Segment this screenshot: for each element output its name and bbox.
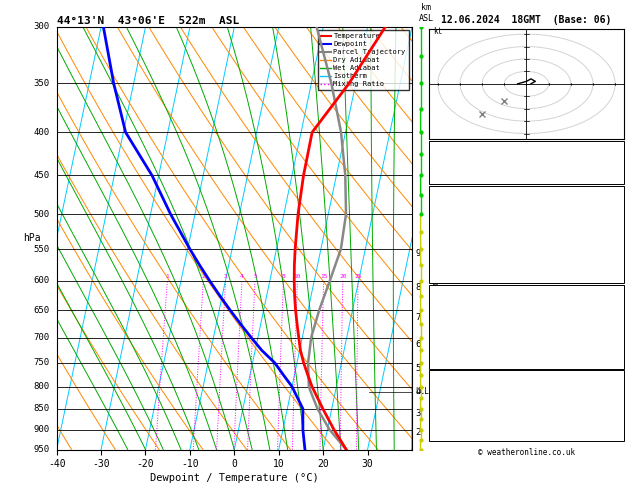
Text: 25: 25 <box>354 274 362 279</box>
Text: 3: 3 <box>616 401 621 410</box>
Text: Temp (°C): Temp (°C) <box>432 203 479 212</box>
Text: 300: 300 <box>33 22 50 31</box>
Text: 337: 337 <box>605 230 621 239</box>
Text: θᵉ (K): θᵉ (K) <box>432 316 464 325</box>
Text: CIN (J): CIN (J) <box>432 357 469 365</box>
Text: -2: -2 <box>610 244 621 253</box>
Text: Most Unstable: Most Unstable <box>493 289 560 297</box>
Text: 5: 5 <box>253 274 257 279</box>
Text: 350: 350 <box>33 79 50 88</box>
Text: 950: 950 <box>33 445 50 454</box>
Text: hPa: hPa <box>23 233 40 243</box>
Text: Totals Totals: Totals Totals <box>432 158 501 167</box>
Text: StmSpd (kt): StmSpd (kt) <box>432 429 490 437</box>
Text: 550: 550 <box>33 244 50 254</box>
X-axis label: Dewpoint / Temperature (°C): Dewpoint / Temperature (°C) <box>150 473 319 484</box>
Text: km
ASL: km ASL <box>419 3 434 22</box>
Text: 400: 400 <box>33 128 50 137</box>
Text: 161°: 161° <box>600 415 621 424</box>
Text: K: K <box>432 145 437 154</box>
Text: kt: kt <box>433 27 443 36</box>
Text: StmDir: StmDir <box>432 415 464 424</box>
Text: Surface: Surface <box>508 190 545 198</box>
Text: 3: 3 <box>416 409 421 417</box>
Text: 8: 8 <box>282 274 286 279</box>
Text: 3.13: 3.13 <box>600 172 621 181</box>
Text: PW (cm): PW (cm) <box>432 172 469 181</box>
Text: 650: 650 <box>33 306 50 315</box>
Text: 5: 5 <box>616 429 621 437</box>
Text: 5: 5 <box>416 364 421 373</box>
Text: SREH: SREH <box>432 401 453 410</box>
Text: 20: 20 <box>339 274 347 279</box>
Text: LCL: LCL <box>416 387 430 397</box>
Text: 541: 541 <box>605 258 621 266</box>
Text: 32: 32 <box>610 145 621 154</box>
Text: Pressure (mb): Pressure (mb) <box>432 302 501 311</box>
Text: 12.06.2024  18GMT  (Base: 06): 12.06.2024 18GMT (Base: 06) <box>442 15 611 25</box>
Text: 800: 800 <box>33 382 50 391</box>
Text: EH: EH <box>432 388 443 397</box>
Text: © weatheronline.co.uk: © weatheronline.co.uk <box>478 448 575 457</box>
Text: 4: 4 <box>416 387 421 397</box>
Text: CAPE (J): CAPE (J) <box>432 343 474 352</box>
Text: 2: 2 <box>201 274 205 279</box>
Text: 10: 10 <box>294 274 301 279</box>
Text: 15.9: 15.9 <box>600 217 621 226</box>
Text: 4: 4 <box>240 274 244 279</box>
Text: 25.2: 25.2 <box>600 203 621 212</box>
Text: 541: 541 <box>605 343 621 352</box>
Text: CIN (J): CIN (J) <box>432 271 469 280</box>
Text: 600: 600 <box>33 277 50 285</box>
Text: 954: 954 <box>605 302 621 311</box>
Text: 2: 2 <box>416 429 421 437</box>
Text: 8: 8 <box>416 282 421 292</box>
Text: 1: 1 <box>165 274 169 279</box>
Text: 500: 500 <box>33 209 50 219</box>
Text: Mixing Ratio (g/kg): Mixing Ratio (g/kg) <box>432 212 442 307</box>
Text: Hodograph: Hodograph <box>503 374 550 383</box>
Text: 850: 850 <box>33 404 50 413</box>
Text: 900: 900 <box>33 425 50 434</box>
Text: 3: 3 <box>224 274 228 279</box>
Legend: Temperature, Dewpoint, Parcel Trajectory, Dry Adiabat, Wet Adiabat, Isotherm, Mi: Temperature, Dewpoint, Parcel Trajectory… <box>318 30 408 90</box>
Text: 45: 45 <box>610 158 621 167</box>
Text: 6: 6 <box>416 340 421 349</box>
Text: -2: -2 <box>610 330 621 338</box>
Text: 700: 700 <box>33 333 50 342</box>
Text: CAPE (J): CAPE (J) <box>432 258 474 266</box>
Text: Dewp (°C): Dewp (°C) <box>432 217 479 226</box>
Text: -4: -4 <box>610 388 621 397</box>
Text: 15: 15 <box>320 274 327 279</box>
Text: 750: 750 <box>33 358 50 367</box>
Text: 29: 29 <box>610 357 621 365</box>
Text: 9: 9 <box>416 248 421 258</box>
Text: Lifted Index: Lifted Index <box>432 330 495 338</box>
Text: 337: 337 <box>605 316 621 325</box>
Text: θᵉ(K): θᵉ(K) <box>432 230 459 239</box>
Text: 44°13'N  43°06'E  522m  ASL: 44°13'N 43°06'E 522m ASL <box>57 16 239 26</box>
Text: Lifted Index: Lifted Index <box>432 244 495 253</box>
Text: 450: 450 <box>33 171 50 180</box>
Text: 29: 29 <box>610 271 621 280</box>
Text: 7: 7 <box>416 312 421 322</box>
